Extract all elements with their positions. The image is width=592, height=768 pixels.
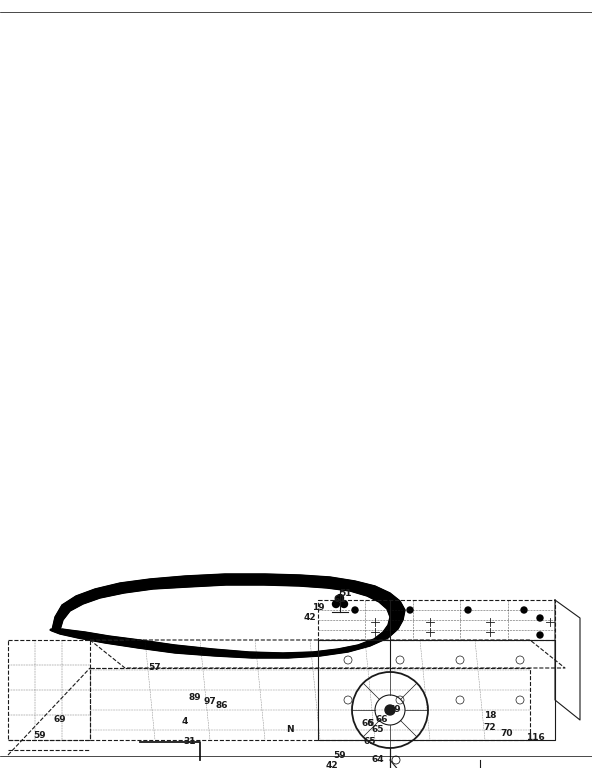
Text: 66: 66 [362,720,374,729]
Text: 69: 69 [54,716,66,724]
Text: 64: 64 [372,756,384,764]
Circle shape [465,607,471,613]
Text: 86: 86 [215,701,229,710]
Text: 69: 69 [389,706,401,714]
Text: 70: 70 [501,729,513,737]
Circle shape [537,632,543,638]
Circle shape [333,601,339,607]
Text: 65: 65 [372,726,384,734]
Circle shape [521,607,527,613]
Text: 65: 65 [363,737,377,746]
Text: 5: 5 [367,720,373,729]
Circle shape [336,594,343,601]
Text: 42: 42 [304,614,316,623]
Text: 59: 59 [34,730,46,740]
Text: 4: 4 [182,717,188,727]
Polygon shape [50,574,405,658]
Text: 18: 18 [484,711,496,720]
Circle shape [385,705,395,715]
Circle shape [352,607,358,613]
Text: 72: 72 [484,723,496,733]
Text: 31: 31 [184,737,197,746]
Text: 19: 19 [311,604,324,613]
Text: 61: 61 [334,595,346,604]
Circle shape [537,615,543,621]
Text: 116: 116 [526,733,545,743]
Text: 51: 51 [339,590,351,598]
Text: 57: 57 [149,664,161,673]
Text: 42: 42 [326,762,338,768]
Text: 66: 66 [376,716,388,724]
Text: 59: 59 [334,752,346,760]
Circle shape [340,601,348,607]
Circle shape [407,607,413,613]
Text: N: N [286,726,294,734]
Text: 97: 97 [204,697,216,707]
Text: 89: 89 [189,694,201,703]
